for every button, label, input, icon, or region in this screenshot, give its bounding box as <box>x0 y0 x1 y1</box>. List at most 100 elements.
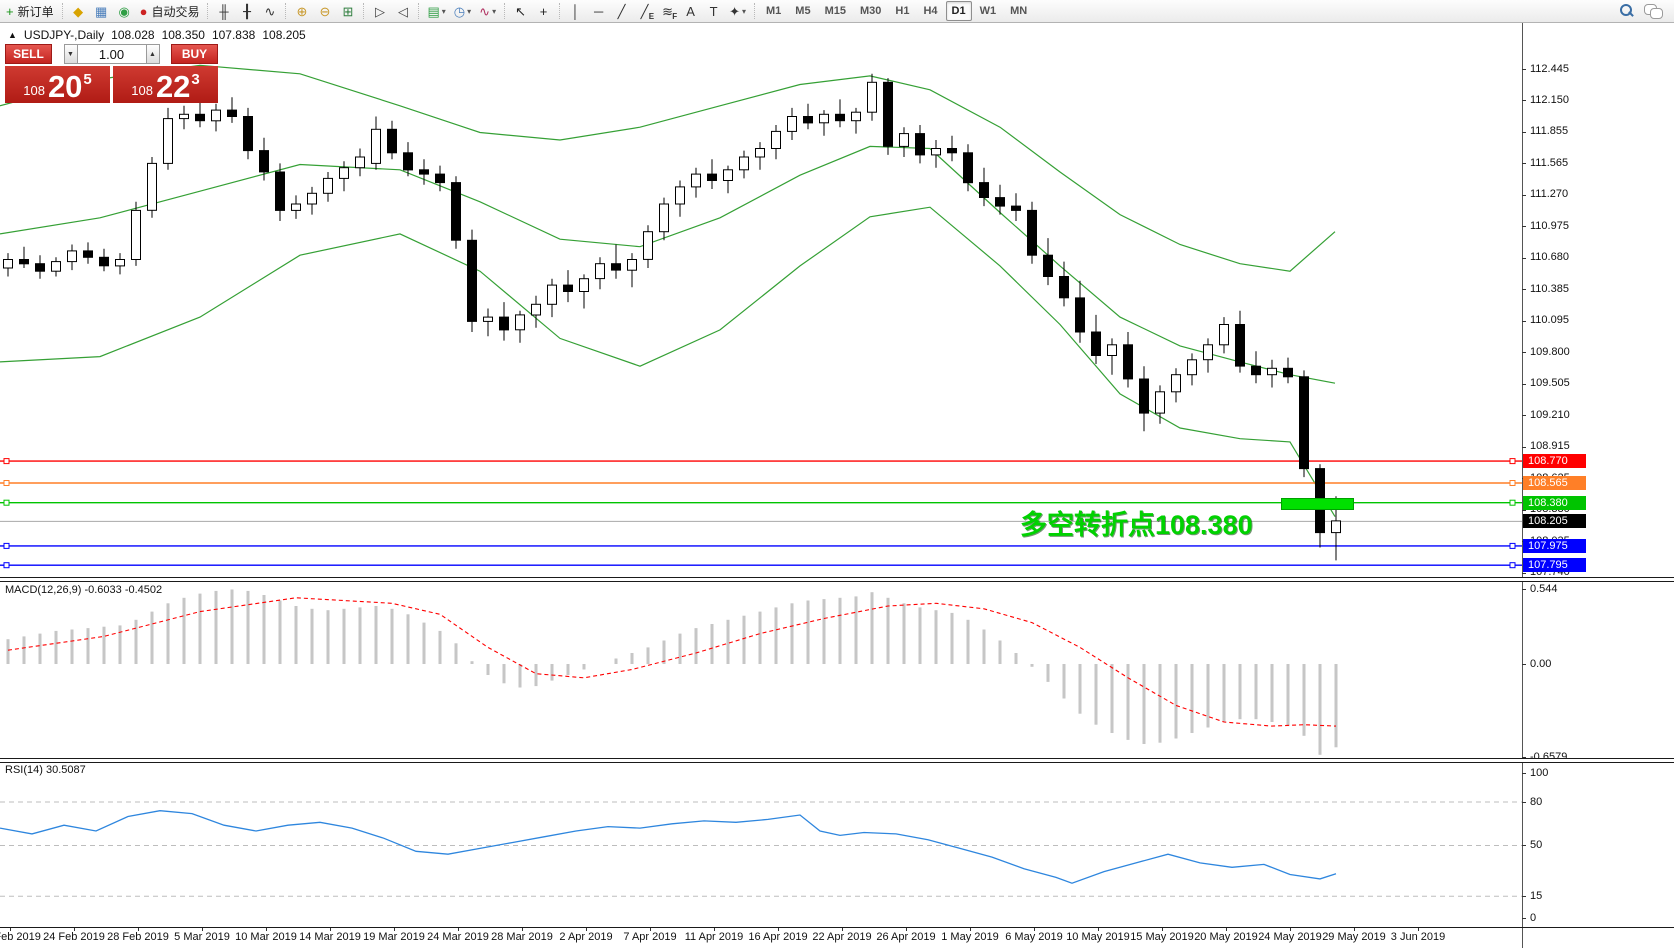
candle-body <box>1171 374 1181 393</box>
horizontal-line-icon: ─ <box>593 3 604 19</box>
market-watch-icon: ◆ <box>73 3 84 19</box>
price-axis-label: 109.800 <box>1530 345 1570 358</box>
macd-histogram-bar <box>1030 664 1034 667</box>
volume-decrease-button[interactable]: ▼ <box>63 44 78 64</box>
date-axis-label: 24 Mar 2019 <box>427 931 489 943</box>
candle-body <box>723 169 733 182</box>
macd-histogram-bar <box>1126 664 1130 740</box>
tile-windows-button[interactable]: ⊞ <box>337 2 358 21</box>
macd-panel-chart[interactable] <box>0 581 1522 758</box>
fibonacci-button[interactable]: ≋ F <box>657 2 678 21</box>
cascade-charts-button[interactable]: ◁ <box>392 2 413 21</box>
date-axis-tick <box>714 928 715 931</box>
trendline-button[interactable]: ╱ <box>611 2 632 21</box>
date-axis-tick <box>1354 928 1355 931</box>
candle-body <box>243 116 253 152</box>
buy-button[interactable]: BUY <box>171 44 218 64</box>
hline-handle[interactable] <box>1509 499 1516 506</box>
candle-body <box>131 209 141 260</box>
text-label-button[interactable]: T <box>703 2 724 21</box>
price-axis-border <box>1522 23 1523 948</box>
indicators-button[interactable]: ∿ ▾ <box>476 2 499 21</box>
turning-point-highlight-bar[interactable] <box>1281 497 1354 510</box>
macd-histogram-bar <box>1254 664 1258 720</box>
timeframe-h4-button[interactable]: H4 <box>923 5 938 17</box>
bar-chart-button[interactable]: ╫ <box>213 2 234 21</box>
rsi-panel-chart[interactable] <box>0 762 1522 927</box>
sell-price-display[interactable]: 108 20 5 <box>5 66 110 103</box>
macd-histogram-bar <box>614 658 618 664</box>
equidistant-channel-button[interactable]: ╱ E <box>634 2 655 21</box>
timeframe-m5-button[interactable]: M5 <box>795 5 811 17</box>
hline-handle[interactable] <box>1509 480 1516 486</box>
macd-axis-tick <box>1522 757 1526 758</box>
volume-input[interactable]: 1.00 <box>77 44 146 64</box>
timeframe-w1-button[interactable]: W1 <box>979 5 997 17</box>
zoom-in-button[interactable]: ⊕ <box>291 2 312 21</box>
chart-window-icon: ▦ <box>94 3 108 19</box>
macd-histogram-bar <box>134 619 138 664</box>
autotrading-button[interactable]: ● 自动交易 <box>137 2 203 21</box>
hline-handle[interactable] <box>3 499 10 506</box>
macd-histogram-bar <box>678 633 682 664</box>
toolbar-separator <box>418 3 420 19</box>
arrows-button[interactable]: ✦ ▾ <box>726 2 749 21</box>
date-axis-tick <box>1034 928 1035 931</box>
candle-body <box>1091 331 1101 356</box>
cursor-button[interactable]: ↖ <box>510 2 531 21</box>
macd-rsi-splitter[interactable] <box>0 758 1674 763</box>
hline-handle[interactable] <box>3 542 10 549</box>
candlestick-chart-button[interactable]: ╂ <box>236 2 257 21</box>
timeframe-m15-button[interactable]: M15 <box>824 5 846 17</box>
timeframe-h1-button[interactable]: H1 <box>895 5 910 17</box>
macd-histogram-bar <box>1078 664 1082 714</box>
community-chat-icon[interactable] <box>1644 4 1663 19</box>
macd-histogram-bar <box>150 611 154 664</box>
date-axis-tick <box>138 928 139 931</box>
timeframe-m1-button[interactable]: M1 <box>766 5 782 17</box>
text-icon: A <box>686 3 695 19</box>
timeframe-m30-button[interactable]: M30 <box>859 5 882 17</box>
volume-increase-button[interactable]: ▲ <box>145 44 160 64</box>
buy-price-display[interactable]: 108 22 3 <box>113 66 218 103</box>
chart-profiles-button[interactable]: ◷ ▾ <box>451 2 474 21</box>
macd-histogram-bar <box>726 619 730 664</box>
timeframe-d1-button[interactable]: D1 <box>945 1 972 21</box>
main-macd-splitter[interactable] <box>0 577 1674 582</box>
signals-button[interactable]: ◉ <box>114 2 135 21</box>
market-watch-button[interactable]: ◆ <box>68 2 89 21</box>
hline-handle[interactable] <box>1509 458 1516 465</box>
arrange-charts-button[interactable]: ▷ <box>369 2 390 21</box>
hline-handle[interactable] <box>3 458 10 465</box>
collapse-trade-panel-icon[interactable]: ▲ <box>8 30 17 40</box>
crosshair-button[interactable]: + <box>533 2 554 21</box>
vertical-line-button[interactable]: │ <box>565 2 586 21</box>
chart-window-button[interactable]: ▦ <box>91 2 112 21</box>
toolbar-group: ◆ ▦ ◉ ● 自动交易 <box>67 0 204 23</box>
search-icon[interactable] <box>1618 3 1634 19</box>
date-axis-tick <box>458 928 459 931</box>
hline-handle[interactable] <box>3 562 10 569</box>
main-price-chart[interactable] <box>0 23 1522 577</box>
candle-body <box>883 81 893 147</box>
price-axis-tick <box>1522 289 1526 291</box>
candle-body <box>1043 254 1053 277</box>
line-chart-button[interactable]: ∿ <box>259 2 280 21</box>
new-chart-button[interactable]: ▤ ▾ <box>424 2 448 21</box>
timeframe-mn-button[interactable]: MN <box>1010 5 1028 17</box>
candle-body <box>851 111 861 122</box>
horizontal-line-button[interactable]: ─ <box>588 2 609 21</box>
toolbar-group: │ ─ ╱ ╱ E ≋ F A T ✦ ▾ <box>564 0 750 23</box>
candle-body <box>627 259 637 271</box>
hline-handle[interactable] <box>1509 562 1516 569</box>
turning-point-annotation[interactable]: 多空转折点108.380 <box>1020 510 1253 540</box>
macd-histogram-bar <box>790 603 794 664</box>
hline-handle[interactable] <box>3 480 10 486</box>
new-order-button[interactable]: + 新订单 <box>3 2 57 21</box>
buy-price-pip: 3 <box>191 71 200 88</box>
zoom-out-button[interactable]: ⊖ <box>314 2 335 21</box>
hline-handle[interactable] <box>1509 542 1516 549</box>
sell-button[interactable]: SELL <box>5 44 52 64</box>
text-button[interactable]: A <box>680 2 701 21</box>
sell-price-main: 20 <box>47 69 83 104</box>
